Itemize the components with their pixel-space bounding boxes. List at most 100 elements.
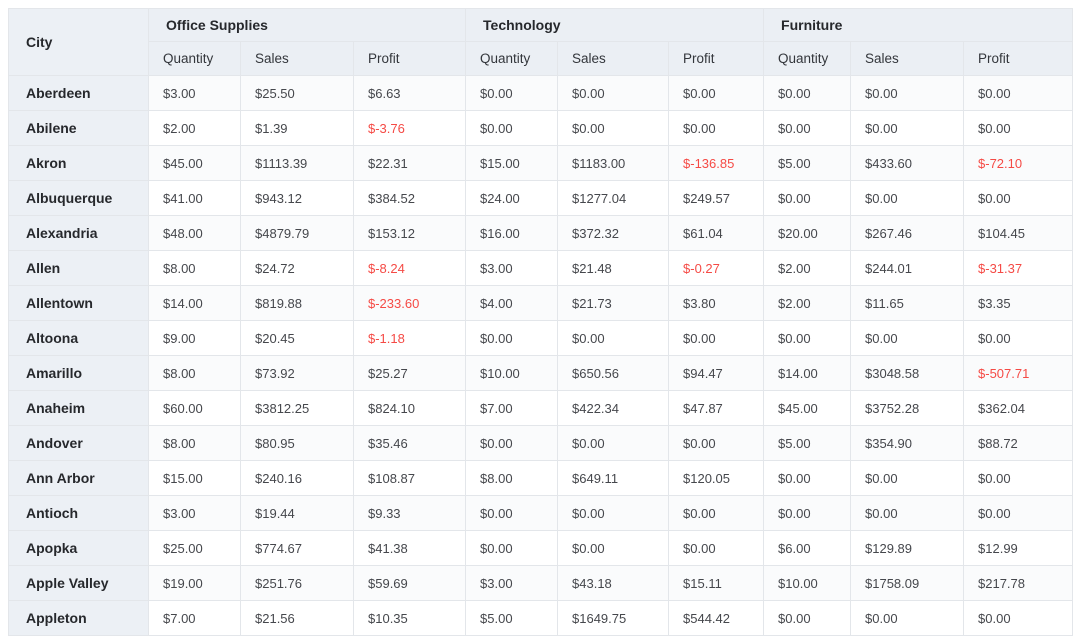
- value-cell: $249.57: [668, 180, 765, 216]
- value-cell: $0.00: [963, 495, 1074, 531]
- value-cell: $0.00: [557, 75, 670, 111]
- value-cell: $15.00: [148, 460, 241, 496]
- value-cell: $824.10: [352, 390, 467, 426]
- value-cell: $10.00: [763, 565, 852, 601]
- value-cell: $5.00: [763, 145, 852, 181]
- value-cell: $-0.27: [668, 250, 765, 286]
- value-cell: $25.00: [148, 530, 241, 566]
- value-cell: $129.89: [850, 530, 965, 566]
- value-cell: $94.47: [668, 355, 765, 391]
- value-cell: $24.00: [465, 180, 559, 216]
- value-cell: $0.00: [763, 110, 852, 146]
- value-cell: $3.80: [668, 285, 765, 321]
- value-cell: $-136.85: [668, 145, 765, 181]
- value-cell: $10.35: [352, 600, 467, 636]
- table-row: Appleton $7.00 $21.56 $10.35 $5.00 $1649.75 $5…: [8, 600, 1074, 636]
- value-cell: $2.00: [763, 285, 852, 321]
- table-row: Amarillo $8.00 $73.92 $25.27 $10.00 $650.56 $9…: [8, 355, 1074, 391]
- value-cell: $3.00: [465, 565, 559, 601]
- value-cell: $384.52: [352, 180, 467, 216]
- value-cell: $0.00: [557, 530, 670, 566]
- group-header-row: City Office Supplies Technology Furnitur…: [8, 8, 1074, 76]
- value-cell: $80.95: [240, 425, 354, 461]
- value-cell: $15.00: [465, 145, 559, 181]
- value-cell: $22.31: [352, 145, 467, 181]
- value-cell: $19.00: [148, 565, 241, 601]
- value-cell: $9.00: [148, 320, 241, 356]
- value-cell: $20.45: [240, 320, 354, 356]
- value-cell: $0.00: [668, 75, 765, 111]
- value-cell: $19.44: [240, 495, 354, 531]
- value-cell: $0.00: [763, 320, 852, 356]
- column-header-sales: Sales: [557, 41, 670, 76]
- value-cell: $25.27: [352, 355, 467, 391]
- table-body: Aberdeen $3.00 $25.50 $6.63 $0.00 $0.00 $0.00 $…: [8, 75, 1074, 636]
- value-cell: $3.00: [148, 75, 241, 111]
- city-cell: Abilene: [8, 110, 149, 146]
- city-cell: Andover: [8, 425, 149, 461]
- value-cell: $21.56: [240, 600, 354, 636]
- value-cell: $0.00: [465, 320, 559, 356]
- value-cell: $0.00: [850, 320, 965, 356]
- group-header-office-supplies: Office Supplies: [147, 8, 467, 42]
- city-cell: Allen: [8, 250, 149, 286]
- table-row: Alexandria $48.00 $4879.79 $153.12 $16.00 $37…: [8, 215, 1074, 251]
- value-cell: $251.76: [240, 565, 354, 601]
- value-cell: $48.00: [148, 215, 241, 251]
- city-cell: Albuquerque: [8, 180, 149, 216]
- value-cell: $108.87: [352, 460, 467, 496]
- value-cell: $-233.60: [352, 285, 467, 321]
- value-cell: $6.00: [763, 530, 852, 566]
- value-cell: $3.00: [148, 495, 241, 531]
- value-cell: $544.42: [668, 600, 765, 636]
- city-cell: Altoona: [8, 320, 149, 356]
- value-cell: $3.00: [465, 250, 559, 286]
- value-cell: $0.00: [850, 460, 965, 496]
- value-cell: $6.63: [352, 75, 467, 111]
- value-cell: $819.88: [240, 285, 354, 321]
- value-cell: $10.00: [465, 355, 559, 391]
- value-cell: $104.45: [963, 215, 1074, 251]
- value-cell: $0.00: [668, 530, 765, 566]
- value-cell: $3812.25: [240, 390, 354, 426]
- value-cell: $0.00: [465, 425, 559, 461]
- value-cell: $1277.04: [557, 180, 670, 216]
- value-cell: $0.00: [668, 110, 765, 146]
- value-cell: $8.00: [148, 250, 241, 286]
- value-cell: $14.00: [148, 285, 241, 321]
- column-header-sales: Sales: [850, 41, 965, 76]
- value-cell: $20.00: [763, 215, 852, 251]
- value-cell: $5.00: [763, 425, 852, 461]
- value-cell: $59.69: [352, 565, 467, 601]
- value-cell: $0.00: [850, 75, 965, 111]
- table-row: Abilene $2.00 $1.39 $-3.76 $0.00 $0.00 $0.00 $0…: [8, 110, 1074, 146]
- value-cell: $88.72: [963, 425, 1074, 461]
- value-cell: $1758.09: [850, 565, 965, 601]
- value-cell: $0.00: [668, 425, 765, 461]
- value-cell: $14.00: [763, 355, 852, 391]
- column-header-profit: Profit: [668, 41, 765, 76]
- value-cell: $354.90: [850, 425, 965, 461]
- column-header-quantity: Quantity: [763, 41, 852, 76]
- value-cell: $15.11: [668, 565, 765, 601]
- value-cell: $0.00: [763, 460, 852, 496]
- group-header-technology: Technology: [465, 8, 765, 42]
- city-cell: Allentown: [8, 285, 149, 321]
- table-row: Anaheim $60.00 $3812.25 $824.10 $7.00 $422.34…: [8, 390, 1074, 426]
- value-cell: $1113.39: [240, 145, 354, 181]
- value-cell: $24.72: [240, 250, 354, 286]
- value-cell: $21.73: [557, 285, 670, 321]
- value-cell: $943.12: [240, 180, 354, 216]
- value-cell: $16.00: [465, 215, 559, 251]
- value-cell: $362.04: [963, 390, 1074, 426]
- value-cell: $25.50: [240, 75, 354, 111]
- city-cell: Antioch: [8, 495, 149, 531]
- value-cell: $0.00: [465, 530, 559, 566]
- pivot-table: City Office Supplies Technology Furnitur…: [8, 8, 1074, 636]
- value-cell: $153.12: [352, 215, 467, 251]
- value-cell: $-1.18: [352, 320, 467, 356]
- value-cell: $649.11: [557, 460, 670, 496]
- value-cell: $0.00: [668, 320, 765, 356]
- table-row: Akron $45.00 $1113.39 $22.31 $15.00 $1183.00 $…: [8, 145, 1074, 181]
- value-cell: $433.60: [850, 145, 965, 181]
